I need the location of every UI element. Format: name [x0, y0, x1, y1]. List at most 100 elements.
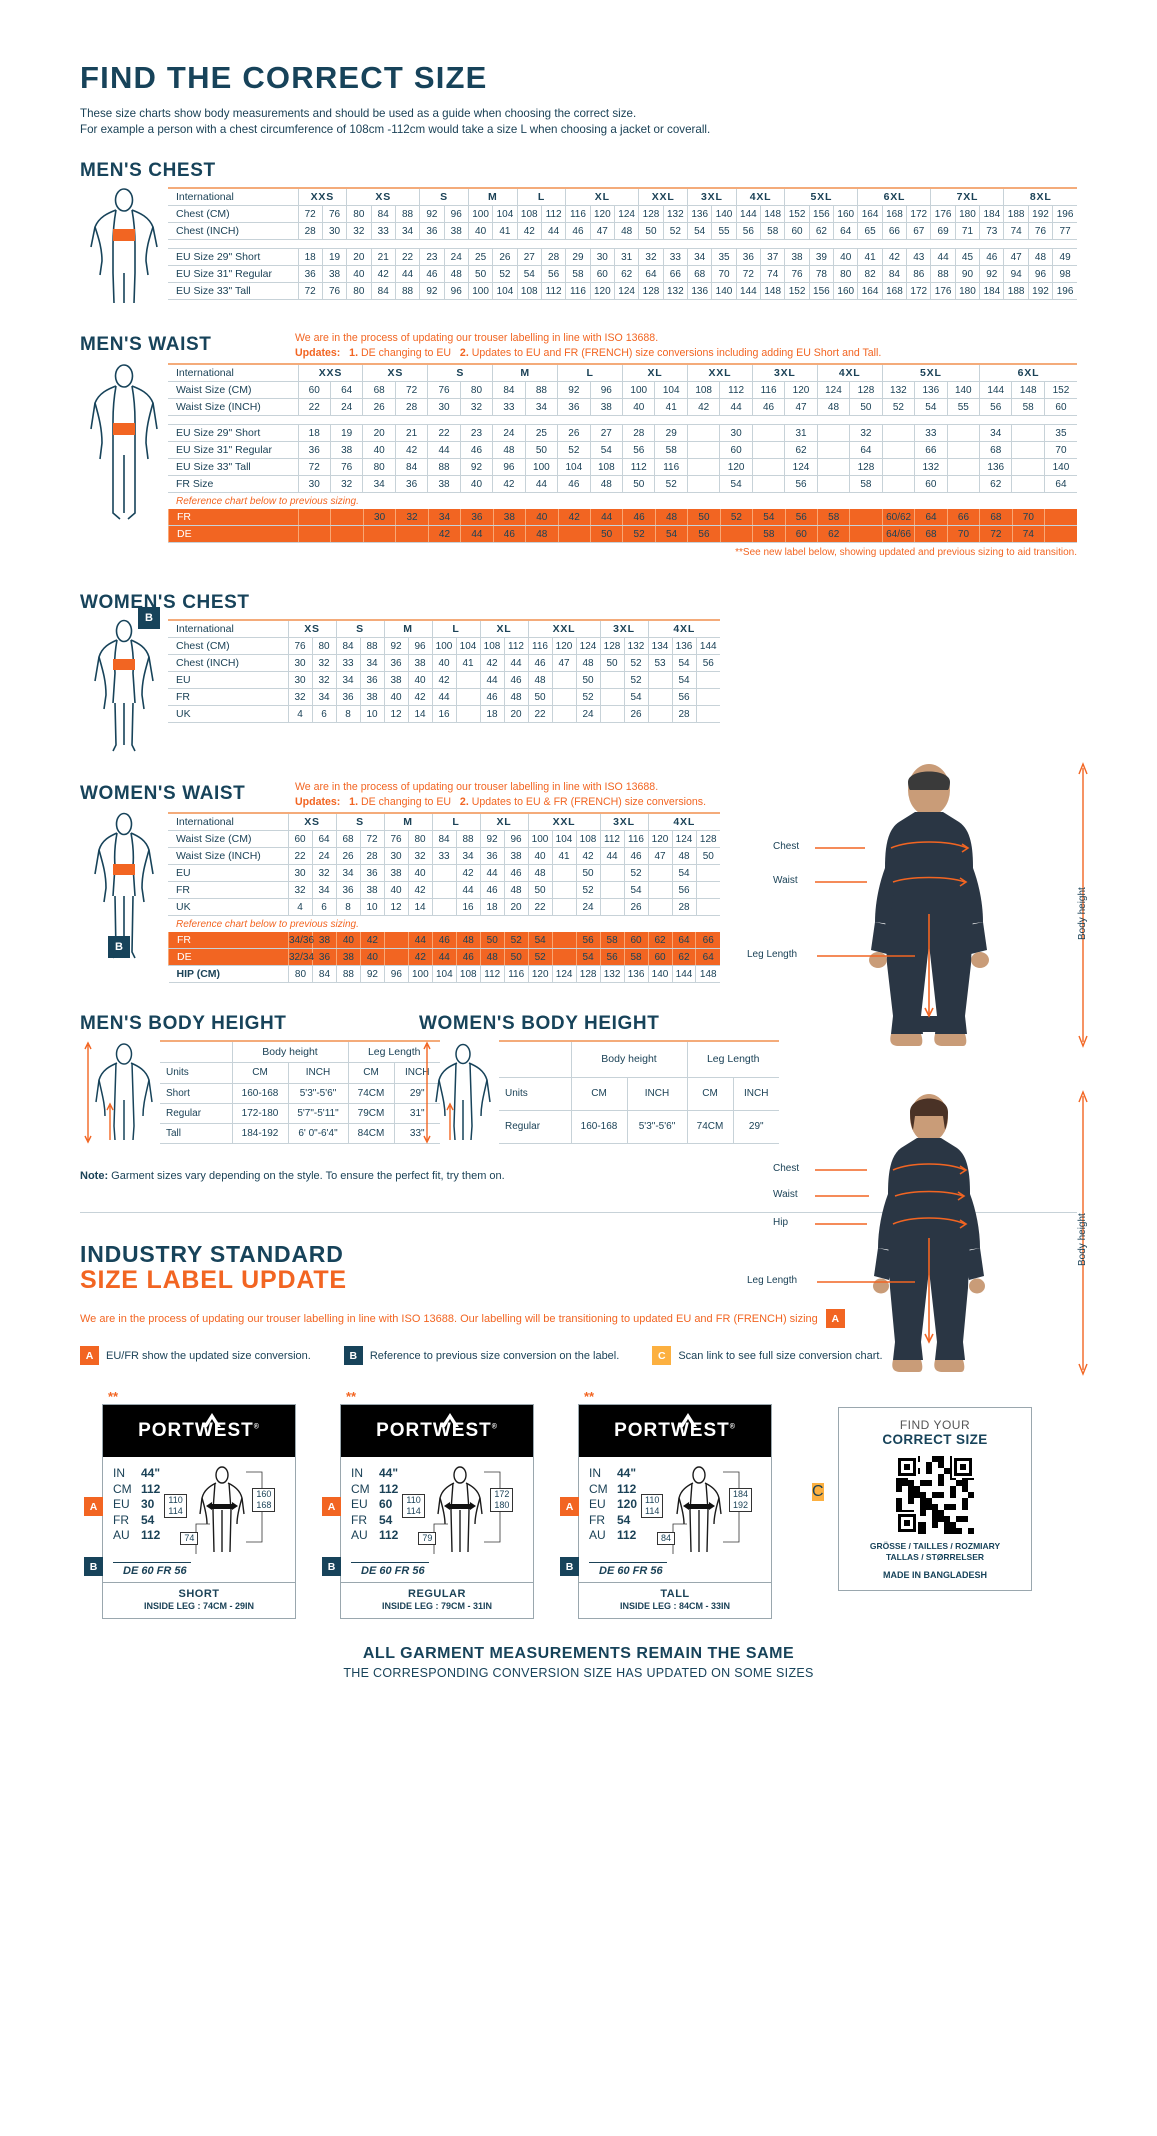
cell: 88 [359, 637, 384, 655]
cell: 60 [914, 475, 948, 493]
cell [599, 898, 624, 916]
cell: 108 [516, 205, 542, 223]
cell [881, 441, 915, 459]
mens-body-height-table: Body height Leg Length Units CM INCH CM INCH Sh… [160, 1040, 440, 1145]
cell: 56 [735, 222, 761, 240]
cell: 196 [1052, 282, 1077, 300]
cell: 64 [849, 441, 883, 459]
row-spacer [168, 239, 1077, 249]
size-value: 54 [141, 1512, 155, 1527]
cell: 40 [359, 948, 385, 966]
womens-waist-notice: We are in the process of updating our tr… [295, 780, 706, 810]
iso-line-men: We are in the process of updating our tr… [295, 332, 659, 344]
cell: 48 [816, 398, 850, 416]
size-unit: EU [351, 1497, 368, 1511]
cell [395, 525, 429, 543]
womens-legacy-tbody: FR 34/36 38 40 42 44 46 48 50 52 54 56 58 60 62 64 66 DE 3… [168, 932, 720, 983]
cell: 58 [752, 525, 786, 543]
cell: 196 [1052, 205, 1077, 223]
bh-cell: 172-180 [231, 1103, 288, 1124]
bh-unit: CM [686, 1077, 733, 1111]
table-row: EU Size 33" Tall 72 76 80 84 88 92 96 100 104 108 1… [168, 282, 1077, 300]
cell: 44 [427, 441, 461, 459]
card-asterisks: ** [108, 1389, 119, 1404]
cell: 42 [407, 881, 432, 899]
cell: 136 [671, 637, 696, 655]
cell: 68 [362, 381, 396, 399]
cell: 54 [671, 654, 696, 672]
update-2-text-women: Updates to EU & FR (FRENCH) size convers… [471, 796, 707, 808]
cell [686, 441, 720, 459]
size-row: EU 120 [589, 1497, 637, 1513]
qr-code-icon[interactable] [896, 1456, 974, 1534]
size-row: IN 44" [351, 1466, 398, 1482]
cell: 42 [427, 525, 461, 543]
cell: 54 [671, 671, 696, 689]
cell: 56 [784, 475, 818, 493]
cell: 32 [311, 864, 336, 882]
mens-waist-block: International XXS XS S M L XL XXL 3XL 4XL 5XL 6XL Wa… [80, 363, 1077, 629]
cell: 19 [329, 424, 363, 442]
size-group-m: M [383, 619, 432, 638]
cell: 56 [671, 688, 696, 706]
size-group-s: S [335, 812, 384, 831]
row-label: International [168, 187, 298, 206]
size-row: AU 112 [351, 1528, 398, 1544]
portwest-label: PORTWEST® IN 44" CM 112 EU 120 FR 54 AU 112 110 114 1… [560, 1404, 772, 1619]
cell [686, 458, 720, 476]
cell: 64 [695, 948, 720, 966]
table-row: Waist Size (INCH) 22 24 26 28 30 32 33 34 36 38 40 4… [168, 398, 1077, 416]
cell: 12 [383, 705, 408, 723]
cell: 80 [362, 458, 396, 476]
cell: 28 [394, 398, 428, 416]
qr-size-chart-card[interactable]: FIND YOUR CORRECT SIZE GRÖSSE / TAILLES / … [838, 1407, 1032, 1591]
cell: 58 [565, 265, 591, 283]
female-ann-chest: Chest [773, 1163, 800, 1174]
cell: 56 [622, 441, 655, 459]
cell: 156 [808, 205, 834, 223]
size-conversion-list: IN 44" CM 112 EU 120 FR 54 AU 112 [589, 1466, 637, 1558]
cell: 42 [359, 932, 385, 949]
size-group-xl: XL [565, 187, 639, 206]
cell: 34 [686, 248, 712, 266]
table-row: FR 32 34 36 38 40 42 44 46 48 50 52 54 56 [168, 881, 720, 899]
cell: 30 [321, 222, 347, 240]
cell: 92 [419, 205, 445, 223]
row-label: EU [168, 671, 288, 689]
cell: 96 [383, 965, 409, 983]
cell: 42 [881, 248, 907, 266]
cell: 124 [784, 458, 818, 476]
cell: 16 [431, 705, 456, 723]
cell: 64 [329, 381, 363, 399]
cell: 52 [623, 654, 648, 672]
cell: 62 [671, 948, 696, 966]
cell: 70 [946, 525, 980, 543]
cell: 62 [979, 475, 1012, 493]
cell: 30 [287, 864, 312, 882]
cell: 112 [622, 458, 655, 476]
cell: 20 [503, 705, 528, 723]
cell: 41 [551, 847, 576, 865]
cell: 148 [695, 965, 720, 983]
table-row: UK 4 6 8 10 12 14 16 18 20 22 24 26 28 [168, 705, 720, 723]
brand-bar: PORTWEST® [341, 1405, 533, 1457]
cell: 100 [467, 282, 493, 300]
cell: 88 [394, 205, 420, 223]
cell: 6 [311, 898, 336, 916]
cell: 136 [979, 458, 1012, 476]
cell: 48 [527, 671, 552, 689]
cell: 33 [370, 222, 396, 240]
cell: 62 [647, 932, 672, 949]
cell: 60 [647, 948, 672, 966]
size-group-4xl: 4XL [647, 619, 720, 638]
cell: 80 [311, 637, 336, 655]
cell: 108 [516, 282, 542, 300]
cell [599, 705, 624, 723]
cell: 38 [443, 222, 469, 240]
row-label: Waist Size (CM) [168, 381, 298, 399]
cell: 64 [311, 830, 336, 848]
cell: 54 [623, 881, 648, 899]
womens-chest-title: WOMEN'S CHEST [80, 592, 250, 613]
cell [816, 458, 850, 476]
cell [431, 881, 456, 899]
